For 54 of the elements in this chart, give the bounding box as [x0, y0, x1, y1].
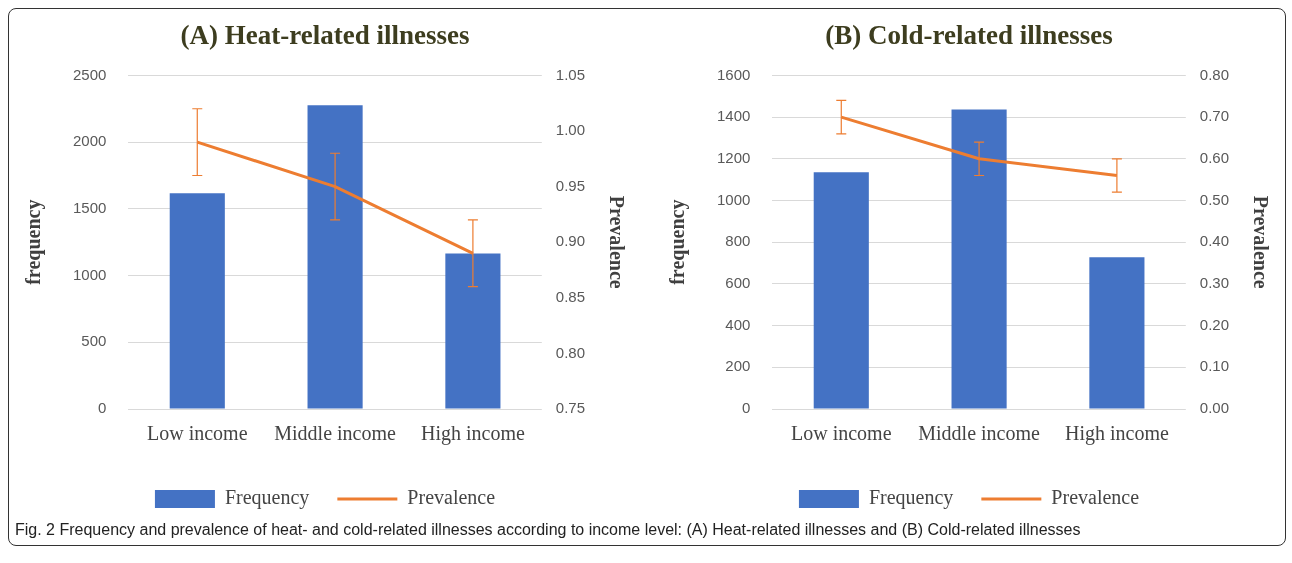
x-tick-label: High income [1064, 422, 1169, 446]
y2-tick-label: 0.95 [555, 176, 586, 194]
y-tick-label: 1000 [72, 265, 107, 283]
x-tick-label: High income [420, 422, 525, 446]
y2-tick-label: 0.00 [1199, 399, 1230, 417]
y2-tick-label: 0.50 [1199, 190, 1230, 208]
y2-tick-label: 0.20 [1199, 315, 1230, 333]
y-tick-label: 1500 [72, 198, 107, 216]
y-tick-label: 200 [725, 357, 751, 375]
x-tick-label: Middle income [274, 422, 397, 445]
bar [307, 105, 363, 409]
y-tick-label: 1600 [716, 65, 751, 83]
y-tick-label: 400 [725, 315, 751, 333]
bar [951, 109, 1007, 409]
legend-label: Frequency [224, 486, 310, 510]
chart-title: (A) Heat-related illnesses [180, 20, 470, 51]
y-tick-label: 2000 [72, 132, 107, 150]
y2-tick-label: 0.70 [1199, 107, 1230, 125]
y2-tick-label: 0.30 [1199, 274, 1230, 292]
y2-tick-label: 0.85 [555, 287, 586, 305]
y-tick-label: 1400 [716, 107, 751, 125]
y-tick-label: 600 [725, 274, 751, 292]
x-tick-label: Low income [791, 422, 892, 445]
y-tick-label: 0 [98, 399, 107, 417]
bar [813, 172, 869, 409]
y2-tick-label: 0.80 [1199, 65, 1230, 83]
y-tick-label: 500 [81, 332, 107, 350]
y-tick-label: 1200 [716, 148, 751, 166]
legend-label: Prevalence [1051, 486, 1140, 509]
y-tick-label: 800 [725, 232, 751, 250]
y2-tick-label: 0.60 [1199, 148, 1230, 166]
legend-label: Frequency [868, 486, 954, 510]
bar [445, 253, 501, 409]
y2-tick-label: 0.80 [555, 343, 586, 361]
y2-tick-label: 0.90 [555, 232, 586, 250]
x-tick-label: Low income [147, 422, 248, 445]
y-tick-label: 1000 [716, 190, 751, 208]
y2-tick-label: 0.75 [555, 399, 586, 417]
x-tick-label: Middle income [918, 422, 1041, 445]
caption: Fig. 2 Frequency and prevalence of heat- and cold-related illnesses according to income level: (A) Heat-related illnesses and (B) Cold-related illnesses [14, 520, 1082, 540]
y2-tick-label: 0.10 [1199, 357, 1230, 375]
y-tick-label: 0 [742, 399, 751, 417]
y2-tick-label: 1.05 [555, 65, 586, 83]
y2-axis-title: Prevalence [605, 195, 628, 289]
bar [169, 193, 225, 409]
legend-label: Prevalence [407, 486, 496, 509]
y2-axis-title: Prevalence [1249, 195, 1272, 289]
chart-title: (B) Cold-related illnesses [825, 20, 1113, 51]
y-axis-title: frequency [666, 199, 690, 285]
y2-tick-label: 1.00 [555, 121, 586, 139]
y-axis-title: frequency [22, 199, 46, 285]
y-tick-label: 2500 [72, 65, 107, 83]
bar [1089, 257, 1145, 409]
y2-tick-label: 0.40 [1199, 232, 1230, 250]
